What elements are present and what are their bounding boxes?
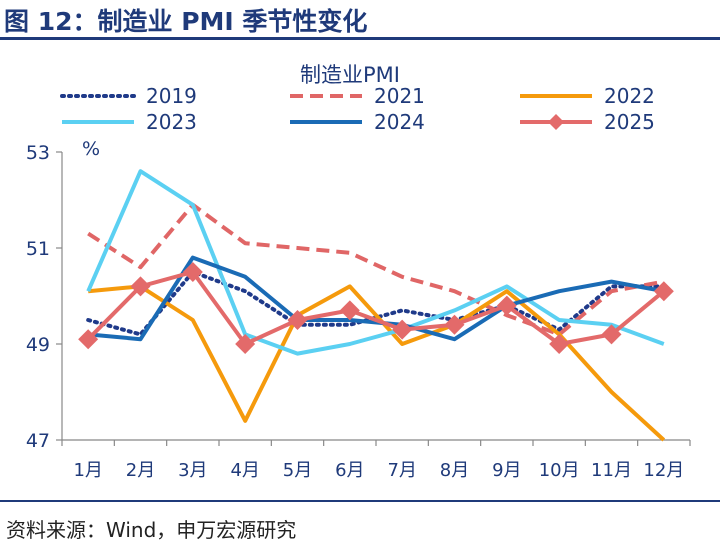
data-point-2025 xyxy=(235,334,256,354)
x-tick-label: 1月 xyxy=(73,460,102,481)
x-tick-label: 8月 xyxy=(440,460,469,481)
data-point-2025 xyxy=(444,314,465,335)
legend-label-2019: 2019 xyxy=(146,84,197,108)
data-point-2025 xyxy=(392,319,413,340)
legend-label-2024: 2024 xyxy=(374,110,425,134)
x-tick-label: 7月 xyxy=(387,460,416,481)
series-line-2023 xyxy=(86,169,665,356)
series-line-2025 xyxy=(86,270,666,346)
x-tick-label: 11月 xyxy=(591,460,632,481)
chart-legend: 2019 2021 2022 2023 2024 2025 xyxy=(60,84,655,134)
legend-label-2021: 2021 xyxy=(374,84,425,108)
x-tick-label: 2月 xyxy=(126,460,155,481)
x-tick-label: 3月 xyxy=(178,460,207,481)
title-divider xyxy=(0,37,720,40)
series-line-2022 xyxy=(88,284,666,442)
series-line-2024 xyxy=(88,255,665,342)
x-tick-label: 6月 xyxy=(335,460,364,481)
y-tick-label: 47 xyxy=(26,430,50,452)
series-line-2019 xyxy=(86,270,666,337)
chart-title: 制造业PMI xyxy=(300,63,400,87)
x-tick-label: 9月 xyxy=(492,460,521,481)
chart-series xyxy=(78,169,674,442)
chart-axes: 47 49 51 53 1月 2月 3月 4月 5月 6月 7月 8月 9月 10月 11月 12月 xyxy=(26,142,691,481)
data-point-2025 xyxy=(601,324,622,345)
data-point-2025 xyxy=(549,334,570,354)
y-tick-label: 49 xyxy=(26,334,50,356)
x-tick-label: 10月 xyxy=(539,460,580,481)
data-point-2025 xyxy=(496,295,517,316)
legend-label-2022: 2022 xyxy=(604,84,655,108)
legend-label-2025: 2025 xyxy=(604,110,655,134)
legend-marker-2025 xyxy=(548,114,564,130)
legend-label-2023: 2023 xyxy=(146,110,197,134)
figure-title: 图 12：制造业 PMI 季节性变化 xyxy=(4,7,368,36)
x-tick-label: 12月 xyxy=(643,460,684,481)
footer-divider xyxy=(0,500,720,502)
data-point-2025 xyxy=(339,300,360,321)
data-point-2025 xyxy=(130,276,151,297)
data-point-2025 xyxy=(653,281,674,302)
series-line-2021 xyxy=(87,202,665,337)
x-tick-label: 5月 xyxy=(283,460,312,481)
data-point-2025 xyxy=(287,310,308,330)
y-axis-unit-label: % xyxy=(82,138,100,160)
y-tick-label: 53 xyxy=(26,142,50,164)
source-note: 资料来源：Wind，申万宏源研究 xyxy=(6,518,297,542)
pmi-line-chart: 制造业PMI 2019 2021 2022 2023 2024 2025 % 47 49 51… xyxy=(26,63,691,481)
data-point-2025 xyxy=(78,329,99,350)
x-tick-label: 4月 xyxy=(230,460,259,481)
data-point-2025 xyxy=(182,262,203,282)
y-tick-label: 51 xyxy=(26,238,50,260)
